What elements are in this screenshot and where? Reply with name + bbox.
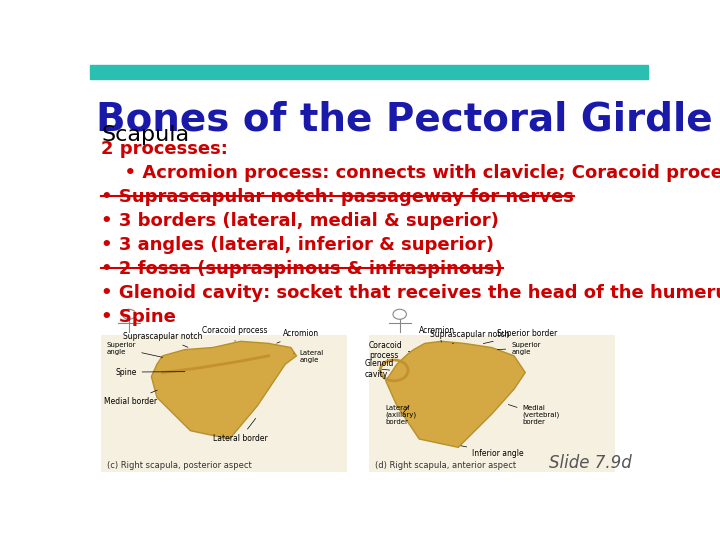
Text: Lateral
angle: Lateral angle (294, 350, 323, 363)
Text: Glenoid
cavity: Glenoid cavity (364, 359, 394, 379)
Polygon shape (386, 341, 526, 447)
Text: Lateral border: Lateral border (213, 418, 268, 443)
Text: • Suprascapular notch: passageway for nerves: • Suprascapular notch: passageway for ne… (101, 188, 574, 206)
Text: (d) Right scapula, anterior aspect: (d) Right scapula, anterior aspect (374, 461, 516, 470)
FancyBboxPatch shape (101, 335, 347, 472)
Text: Spine: Spine (115, 368, 185, 376)
Text: Coracoid process: Coracoid process (202, 326, 267, 341)
Text: • Glenoid cavity: socket that receives the head of the humerus: • Glenoid cavity: socket that receives t… (101, 285, 720, 302)
Text: • 3 borders (lateral, medial & superior): • 3 borders (lateral, medial & superior) (101, 212, 499, 230)
Text: 2 processes:: 2 processes: (101, 140, 228, 158)
Text: • Acromion process: connects with clavicle; Coracoid process: muscle attachment: • Acromion process: connects with clavic… (112, 164, 720, 182)
Text: Bones of the Pectoral Girdle: Bones of the Pectoral Girdle (96, 100, 712, 138)
Text: Superior
angle: Superior angle (498, 342, 541, 355)
Text: • 2 fossa (supraspinous & infraspinous): • 2 fossa (supraspinous & infraspinous) (101, 260, 503, 278)
Text: Superior
angle: Superior angle (107, 342, 163, 357)
Text: Inferior angle: Inferior angle (461, 446, 524, 458)
Text: Medial
(vertebral)
border: Medial (vertebral) border (508, 404, 559, 426)
Text: • Spine: • Spine (101, 308, 176, 327)
FancyBboxPatch shape (369, 335, 615, 472)
Text: Acromion: Acromion (276, 329, 319, 343)
Text: Lateral
(axillary)
border: Lateral (axillary) border (386, 405, 417, 426)
Text: Suprascapular notch: Suprascapular notch (431, 330, 510, 344)
Text: Suprascapular notch: Suprascapular notch (124, 332, 203, 347)
Text: (c) Right scapula, posterior aspect: (c) Right scapula, posterior aspect (107, 461, 251, 470)
Polygon shape (151, 341, 297, 439)
Text: Coracoid
process: Coracoid process (369, 341, 410, 360)
Text: Slide 7.9d: Slide 7.9d (549, 454, 631, 472)
Bar (90, 65, 648, 79)
Text: Scapula: Scapula (101, 125, 189, 145)
Text: Medial border: Medial border (104, 390, 157, 406)
Text: Acromion: Acromion (419, 326, 455, 342)
Text: Superior border: Superior border (483, 329, 557, 343)
Text: • 3 angles (lateral, inferior & superior): • 3 angles (lateral, inferior & superior… (101, 236, 494, 254)
